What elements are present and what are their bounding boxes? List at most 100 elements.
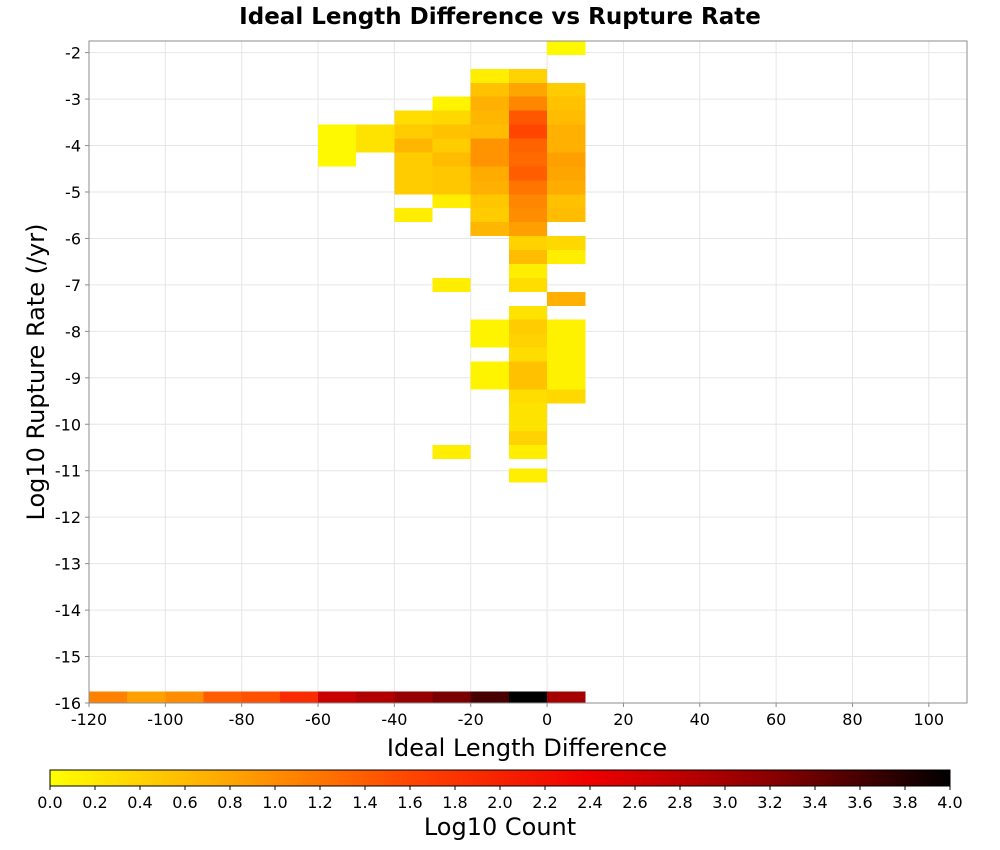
y-tick-label: -6 [65,229,81,248]
heatmap-cell [547,194,586,209]
heatmap-cell [508,82,548,97]
chart-title: Ideal Length Difference vs Rupture Rate [239,4,761,30]
heatmap-cell [432,110,471,125]
heatmap-cell [470,82,509,97]
y-tick-label: -9 [65,369,81,388]
heatmap-cell [547,375,586,390]
heatmap-cell [470,333,509,348]
colorbar-tick-label: 2.4 [577,793,602,812]
x-tick-label: 20 [613,710,633,729]
heatmap-cell [508,431,548,446]
heatmap-cell [394,208,433,223]
colorbar-tick-label: 0.6 [172,793,197,812]
colorbar-tick-label: 3.0 [712,793,737,812]
colorbar-tick-label: 2.2 [532,793,557,812]
heatmap-cell [432,96,471,111]
y-tick-label: -3 [65,90,81,109]
heatmap-cell [356,124,395,139]
heatmap-cell [547,180,586,195]
colorbar-tick-label: 0.0 [37,793,62,812]
heatmap-cell [432,138,471,153]
y-tick-label: -5 [65,183,81,202]
y-tick-label: -13 [55,555,81,574]
heatmap-cell [508,152,548,167]
heatmap-cell [508,250,548,264]
heatmap-cell [470,68,509,83]
heatmap-cell [470,138,509,153]
heatmap-cell [356,138,395,153]
heatmap-cell [508,375,548,390]
heatmap-cell [432,445,471,460]
x-tick-label: -40 [381,710,407,729]
heatmap-cell [394,138,433,153]
x-tick-label: -80 [229,710,255,729]
y-tick-label: -2 [65,44,81,63]
heatmap-cell [508,110,548,125]
heatmap-cell [547,347,586,362]
heatmap-cell [508,138,548,153]
heatmap-cell [547,96,586,111]
y-tick-label: -7 [65,276,81,295]
heatmap-cell [432,180,471,195]
heatmap-cell [547,152,586,167]
y-tick-label: -15 [55,648,81,667]
heatmap-cell [547,361,586,376]
colorbar-tick-label: 0.2 [82,793,107,812]
heatmap-cell [508,236,548,251]
heatmap-cell [508,208,548,223]
heatmap-cell [508,180,548,195]
y-tick-label: -4 [65,137,81,156]
heatmap-cell [89,691,128,703]
heatmap-cell [318,124,357,139]
x-tick-label: 40 [690,710,710,729]
heatmap-cell [508,194,548,209]
colorbar-tick-label: 2.8 [667,793,692,812]
colorbar-tick-label: 1.6 [397,793,422,812]
heatmap-cell [508,222,548,237]
colorbar-tick-label: 2.6 [622,793,647,812]
colorbar-tick-label: 3.2 [757,793,782,812]
heatmap-cell [547,389,586,404]
y-axis-label: Log10 Rupture Rate (/yr) [22,224,50,521]
colorbar-tick-label: 3.4 [802,793,827,812]
heatmap-cell [547,236,586,251]
x-axis-label: Ideal Length Difference [387,734,667,762]
heatmap-cell [547,138,586,153]
heatmap-cell [508,319,548,334]
heatmap-cell [394,124,433,139]
x-axis-ticks: -120 -100 -80 -60 -40 -20 0 20 40 60 80 100 [71,703,944,729]
heatmap-cell [470,222,509,237]
heatmap-cell [470,375,509,390]
heatmap-cell [508,277,548,292]
colorbar-tick-label: 3.8 [892,793,917,812]
heatmap-cell [508,68,548,83]
heatmap-cell [318,138,357,153]
heatmap-cell [470,124,509,139]
heatmap-cell [203,691,242,703]
heatmap-cell [318,691,357,703]
heatmap-cell [547,166,586,181]
heatmap-cell [432,124,471,139]
x-tick-label: 0 [542,710,552,729]
y-tick-label: -14 [55,601,81,620]
heatmap-cell [432,691,471,703]
heatmap-cell [508,389,548,404]
plot-area-frame [88,40,968,704]
x-tick-label: -60 [305,710,331,729]
heatmap-cell [547,291,586,306]
heatmap-cell [279,691,319,703]
heatmap-cell [318,152,357,167]
heatmap-cell [470,180,509,195]
heatmap-cell [470,110,509,125]
heatmap-cell [547,41,586,55]
x-tick-label: -120 [71,710,107,729]
heatmap-cell [508,96,548,111]
heatmap-cell [508,333,548,348]
heatmap-cell [470,208,509,223]
heatmap-cell [394,166,433,181]
x-tick-label: -20 [458,710,484,729]
colorbar-label: Log10 Count [424,813,576,841]
heatmap-cell [356,691,395,703]
x-tick-label: 60 [766,710,786,729]
